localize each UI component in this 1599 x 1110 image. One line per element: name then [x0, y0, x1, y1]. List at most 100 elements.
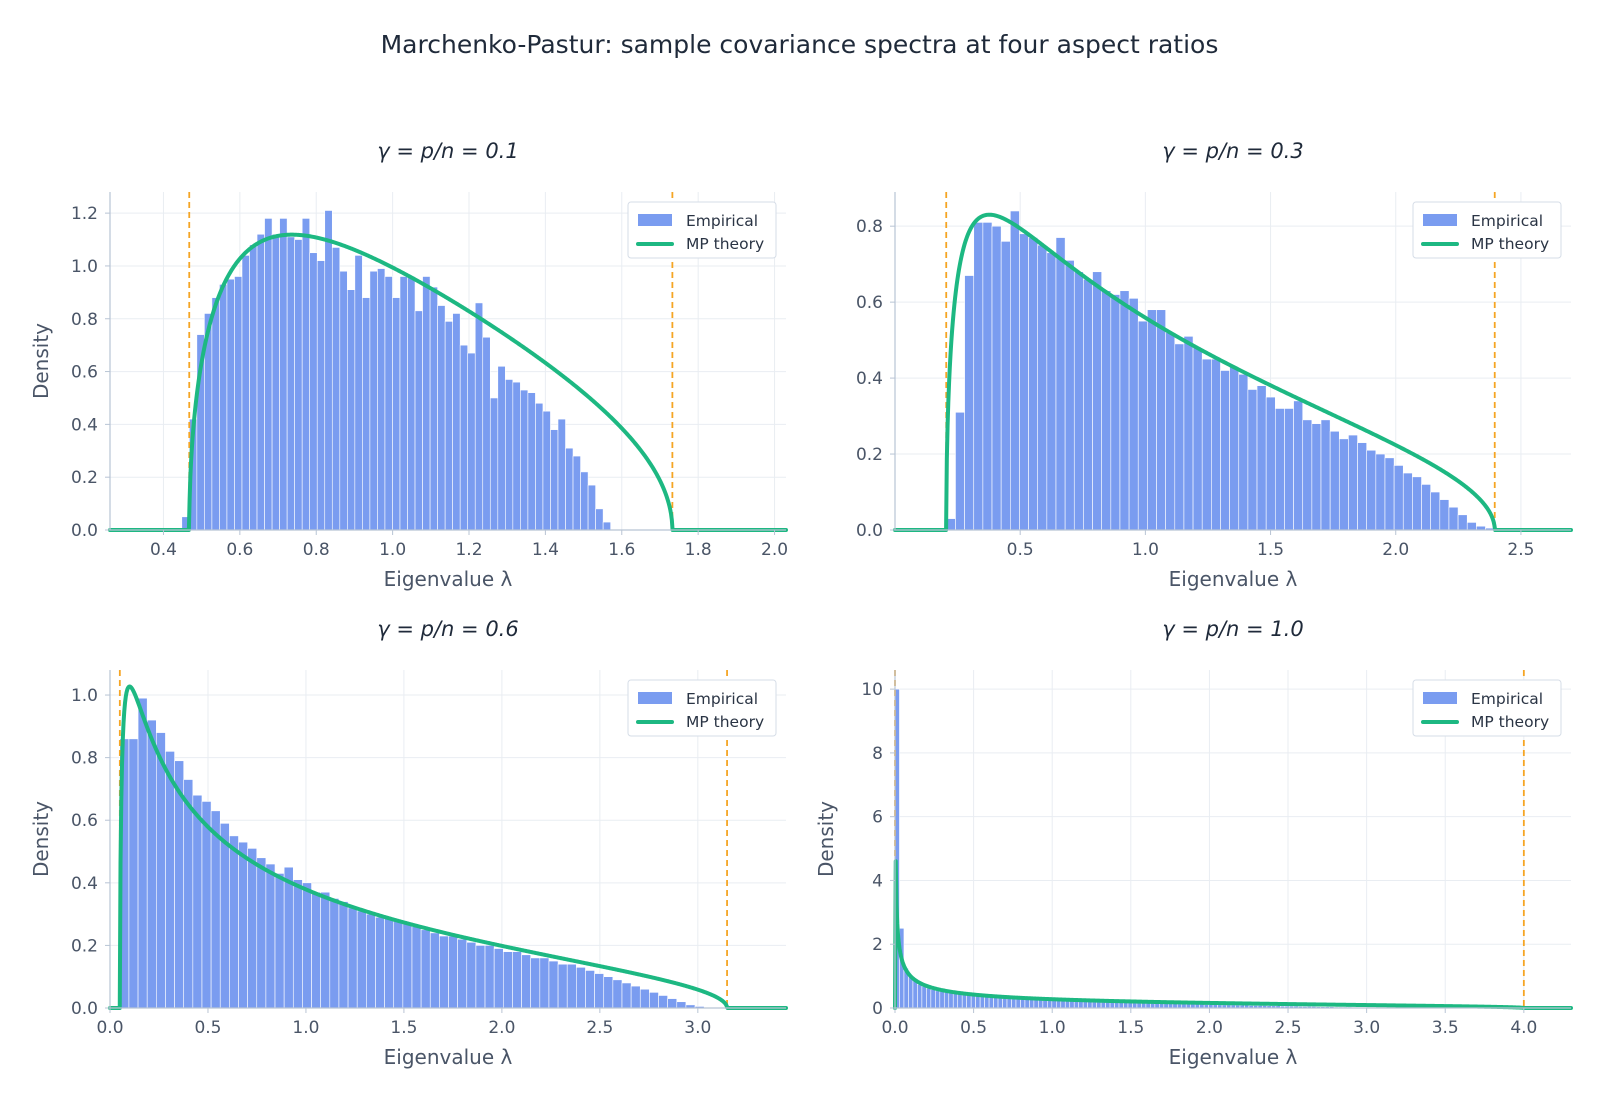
y-tick-label: 0.0	[71, 521, 98, 541]
histogram-bar	[377, 268, 386, 531]
histogram-bar	[201, 801, 212, 1009]
histogram-bar	[550, 429, 559, 531]
histogram-bar	[210, 810, 221, 1009]
histogram-bar	[474, 302, 484, 531]
histogram-bar	[444, 321, 453, 531]
histogram-bar	[930, 989, 936, 1009]
x-axis-label: Eigenvalue λ	[384, 1045, 513, 1069]
histogram-bar	[1229, 366, 1240, 531]
histogram-bar	[649, 992, 659, 1009]
histogram-bar	[420, 929, 431, 1009]
legend-empirical-label: Empirical	[686, 690, 758, 708]
histogram-bar	[966, 994, 972, 1009]
y-tick-label: 0.6	[856, 293, 883, 313]
x-tick-label: 3.5	[1432, 1018, 1459, 1038]
histogram-bar	[414, 310, 423, 531]
histogram-bar	[366, 913, 376, 1009]
histogram-bar	[565, 447, 574, 531]
histogram-bar	[439, 935, 449, 1009]
legend-empirical-swatch	[1423, 214, 1457, 226]
histogram-bar	[921, 986, 927, 1009]
histogram-bar	[1457, 514, 1468, 531]
legend-empirical-swatch	[1423, 692, 1457, 704]
histogram-bar	[219, 823, 230, 1009]
y-tick-label: 0.0	[71, 999, 98, 1019]
y-tick-label: 0.6	[71, 811, 98, 831]
x-tick-label: 2.0	[1382, 540, 1409, 560]
legend-theory-label: MP theory	[686, 713, 764, 731]
x-axis-label: Eigenvalue λ	[1169, 567, 1298, 591]
histogram-bar	[973, 222, 984, 531]
histogram-bar	[384, 916, 395, 1009]
histogram-bar	[520, 389, 529, 531]
y-tick-label: 0.2	[856, 445, 883, 465]
y-tick-label: 1.0	[71, 257, 98, 277]
legend: Empirical MP theory	[627, 201, 777, 259]
y-tick-label: 0.8	[71, 310, 98, 330]
histogram-bar	[1174, 343, 1185, 531]
histogram-bar	[1015, 998, 1021, 1009]
histogram-bar	[1128, 298, 1139, 531]
x-tick-label: 1.2	[455, 540, 482, 560]
histogram-bar	[935, 990, 941, 1009]
histogram-bar	[979, 995, 985, 1009]
x-tick-label: 1.0	[379, 540, 406, 560]
x-tick-label: 2.0	[1196, 1018, 1223, 1038]
histogram-bar	[1311, 423, 1322, 531]
histogram-bar	[354, 255, 363, 531]
histogram-bar	[1293, 400, 1304, 531]
histogram-bar	[1024, 998, 1030, 1009]
histogram-bar	[475, 945, 486, 1009]
histogram-bar	[497, 365, 506, 531]
histogram-bar	[482, 336, 491, 531]
histogram-bar	[530, 957, 541, 1009]
histogram-bar	[1000, 241, 1011, 531]
x-tick-label: 1.0	[1039, 1018, 1066, 1038]
y-tick-label: 0	[872, 999, 883, 1019]
mp-theory-curve	[893, 859, 1573, 1010]
histogram-bar	[249, 244, 258, 531]
histogram-bar	[542, 410, 551, 531]
histogram-bar	[639, 988, 650, 1009]
histogram-bar	[535, 402, 544, 531]
y-tick-label: 4	[872, 871, 883, 891]
y-tick-label: 8	[872, 744, 883, 764]
histogram-bar	[943, 991, 950, 1009]
histogram-bar	[320, 891, 331, 1009]
histogram-bar	[1275, 408, 1285, 531]
histogram-bar	[1338, 438, 1349, 531]
legend: Empirical MP theory	[1412, 679, 1562, 737]
histogram-bar	[512, 951, 522, 1009]
histogram-bar	[429, 286, 438, 531]
histogram-bar	[339, 270, 348, 531]
histogram-bar	[493, 948, 504, 1009]
legend-empirical-swatch	[638, 692, 672, 704]
x-tick-label: 0.4	[150, 540, 177, 560]
panel-title: γ = p/n = 0.6	[377, 617, 518, 641]
x-tick-label: 1.0	[292, 1018, 319, 1038]
histogram-bar	[1110, 294, 1121, 531]
histogram-bar	[457, 938, 468, 1009]
chart-panel-1: 0.4 0.6 0.8 1.0 1.2 1.4 1.6 1.8 2.0 0.0 0.2 0.4 0.6 0…	[29, 139, 788, 591]
histogram-bar	[402, 923, 413, 1009]
x-tick-label: 0.5	[960, 1018, 987, 1038]
histogram-bar	[1220, 370, 1230, 531]
x-tick-label: 4.0	[1510, 1018, 1537, 1038]
histogram-bar	[1439, 499, 1450, 531]
histogram-bar	[448, 935, 458, 1009]
y-tick-label: 0.4	[71, 415, 98, 435]
histogram-bar	[466, 941, 477, 1009]
histogram-bar	[1055, 237, 1066, 531]
histogram-bar	[1448, 506, 1459, 531]
x-tick-label: 2.0	[761, 540, 788, 560]
x-tick-label: 2.5	[586, 1018, 613, 1038]
histogram-bar	[369, 270, 378, 531]
histogram-bar	[1329, 430, 1340, 531]
x-tick-label: 2.5	[1274, 1018, 1301, 1038]
histogram-bar	[392, 297, 401, 531]
histogram-bar	[211, 297, 220, 531]
histogram-bar	[997, 997, 1003, 1009]
histogram-bar	[183, 779, 194, 1009]
histogram-bar	[241, 255, 250, 531]
